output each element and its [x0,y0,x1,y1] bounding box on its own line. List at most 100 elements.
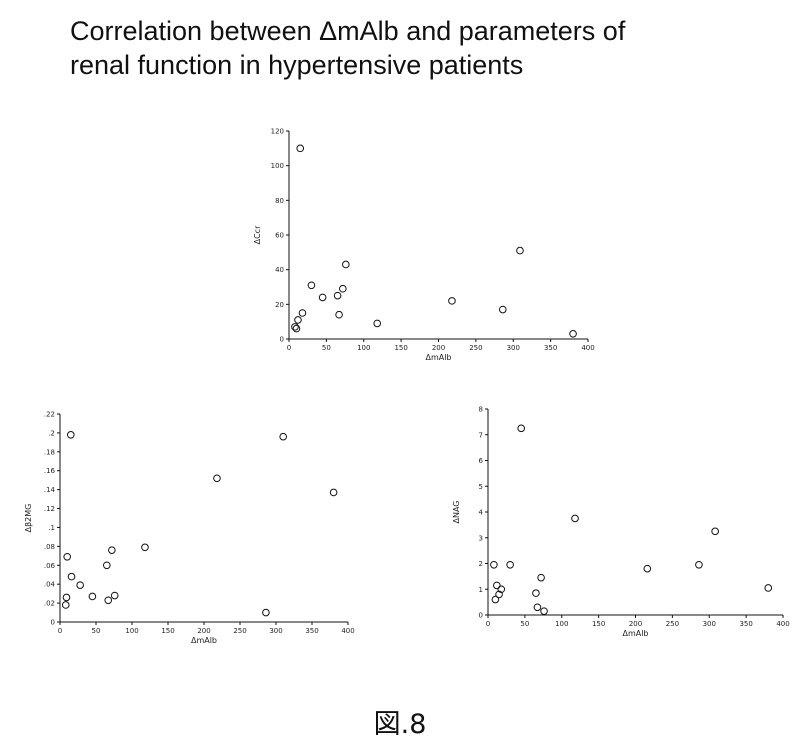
data-point [695,560,703,569]
data-point [495,590,503,599]
y-tick-label: 7 [479,431,483,439]
data-point [294,316,302,324]
y-tick-label: 6 [479,457,484,465]
data-point [491,595,500,604]
y-tick-label: .12 [44,505,55,513]
y-tick-label: .22 [44,411,55,419]
data-point [493,581,501,590]
x-tick-label: 400 [581,344,594,352]
data-point [569,330,577,338]
scatter-plot-nag: 0 1 2 3 4 5 6 7 8 0 50 100 150 200 250 300 350 400 ΔmAlb ΔN… [452,406,790,639]
x-tick-label: 300 [507,344,520,352]
data-point [298,309,307,317]
figure-label: 図.8 [373,709,427,740]
data-point [335,310,343,319]
x-tick-label: 50 [322,344,331,352]
y-tick-label: 20 [275,301,284,309]
y-tick-label: 80 [275,197,284,205]
y-tick-label: 0 [51,619,55,627]
data-point [88,592,97,601]
data-point [110,591,119,600]
data-point [532,589,540,597]
data-point [318,293,327,302]
y-tick-label: .16 [44,467,56,475]
y-axis-label: ΔCcr [253,225,262,244]
y-tick-label: .06 [44,562,56,570]
data-point [571,514,579,523]
y-tick-label: 5 [479,483,483,491]
data-point [339,284,347,293]
x-axis-label: ΔmAlb [622,629,648,638]
x-tick-label: 250 [666,620,679,628]
y-tick-label: 100 [271,162,284,170]
data-point [262,608,270,617]
y-axis-label: Δβ2MG [24,504,33,533]
x-tick-label: 200 [629,620,642,628]
data-point [764,584,773,592]
data-point [291,323,299,331]
x-tick-label: 50 [520,620,529,628]
x-tick-label: 200 [197,627,210,635]
x-tick-label: 150 [592,620,605,628]
data-point [67,431,75,439]
x-tick-label: 250 [233,627,246,635]
data-point [333,291,342,300]
x-tick-label: 100 [555,620,568,628]
data-point [448,297,456,305]
data-point [104,596,113,605]
x-tick-label: 0 [287,344,291,352]
x-axis-label: ΔmAlb [425,353,451,362]
data-point [307,281,316,290]
data-point [76,581,84,589]
y-tick-label: 0 [280,336,284,344]
y-tick-label: 2 [479,560,483,568]
y-tick-label: 60 [275,232,284,240]
title-line-2: renal function in hypertensive patients [70,50,524,80]
y-tick-label: .2 [48,429,55,437]
x-tick-label: 150 [394,344,407,352]
title-line-1: Correlation between ΔmAlb and parameters… [70,16,626,46]
data-point [506,560,514,569]
x-tick-label: 250 [469,344,482,352]
data-point [108,546,116,554]
y-tick-label: .14 [44,486,56,494]
data-point [540,607,548,615]
y-tick-label: 3 [479,534,483,542]
data-point [67,572,76,581]
y-tick-label: 40 [275,266,284,274]
y-tick-label: .18 [44,448,55,456]
x-tick-label: 200 [432,344,445,352]
data-point [279,432,288,441]
x-tick-label: 0 [486,620,490,628]
y-tick-label: .08 [44,543,55,551]
data-point [329,488,338,497]
data-point [63,552,71,561]
data-point [498,305,507,314]
x-axis-label: ΔmAlb [191,636,217,645]
x-tick-label: 300 [703,620,716,628]
scatter-plot-ccr: 0 20 40 60 80 100 120 0 50 100 150 200 250 300 350 400 Δ… [253,128,595,363]
chart-title: Correlation between ΔmAlb and parameters… [70,14,790,82]
x-tick-label: 400 [776,620,789,628]
data-point [490,560,498,569]
data-point [342,260,350,269]
x-tick-label: 300 [269,627,282,635]
data-point [292,324,301,333]
data-point [296,144,305,153]
data-point [516,246,524,255]
y-axis-label: ΔNAG [452,501,461,524]
data-point [213,474,221,483]
data-point [533,603,542,612]
data-point [61,601,70,609]
x-tick-label: 50 [92,627,101,635]
y-tick-label: .04 [44,581,56,589]
x-tick-label: 0 [58,627,62,635]
data-point [62,593,71,602]
data-point [141,543,149,552]
data-point [537,573,545,582]
x-tick-label: 350 [305,627,318,635]
y-tick-label: 1 [479,586,483,594]
y-tick-label: .02 [44,600,55,608]
data-point [517,424,525,433]
